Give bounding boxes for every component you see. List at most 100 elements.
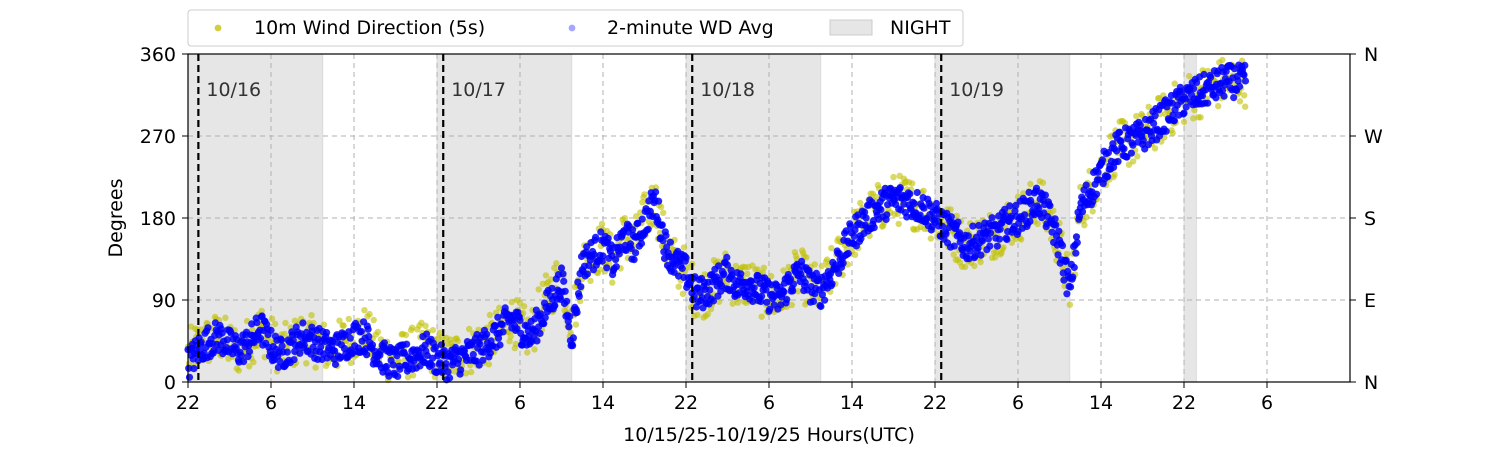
wd-point xyxy=(1215,102,1222,110)
avg-point xyxy=(637,239,646,248)
wd-point xyxy=(729,300,736,307)
wd-point xyxy=(977,258,984,266)
avg-point xyxy=(218,329,226,337)
avg-point xyxy=(1072,249,1080,257)
wd-point xyxy=(961,263,969,271)
series-layer xyxy=(184,56,1250,384)
wd-point xyxy=(1017,236,1025,243)
avg-point xyxy=(1003,235,1011,244)
avg-point xyxy=(627,244,635,252)
avg-point xyxy=(947,213,955,221)
avg-point xyxy=(536,329,544,337)
x-tick-label: 6 xyxy=(514,392,526,414)
avg-point xyxy=(245,347,254,356)
avg-point xyxy=(903,213,911,221)
legend-night-swatch xyxy=(829,19,873,36)
wd-point xyxy=(660,209,667,216)
avg-point xyxy=(1129,141,1137,149)
avg-point xyxy=(1062,256,1070,264)
avg-point xyxy=(1006,202,1014,210)
avg-point xyxy=(557,264,566,272)
wd-point xyxy=(760,264,767,271)
avg-point xyxy=(385,372,393,380)
avg-point xyxy=(1041,191,1049,199)
avg-point xyxy=(978,237,987,245)
wd-point xyxy=(818,262,826,270)
avg-point xyxy=(896,184,904,192)
avg-point xyxy=(240,358,248,366)
avg-point xyxy=(365,332,373,341)
avg-point xyxy=(592,233,600,241)
wd-point xyxy=(1020,190,1027,197)
wd-point xyxy=(1242,103,1249,110)
avg-point xyxy=(1052,221,1060,229)
legend-marker-1 xyxy=(568,24,576,32)
wd-point xyxy=(496,304,503,311)
avg-point xyxy=(1127,149,1135,157)
x-tick-label: 6 xyxy=(1012,392,1024,414)
avg-point xyxy=(971,252,979,260)
avg-point xyxy=(1078,208,1087,216)
wd-point xyxy=(639,199,646,206)
avg-point xyxy=(267,326,275,334)
avg-point xyxy=(996,225,1004,233)
wd-point xyxy=(422,322,429,329)
avg-point xyxy=(257,334,265,342)
avg-point xyxy=(331,360,340,368)
avg-point xyxy=(197,338,205,346)
avg-point xyxy=(1113,147,1121,155)
avg-point xyxy=(1200,70,1208,79)
wd-point xyxy=(890,173,897,181)
avg-point xyxy=(396,365,404,373)
avg-point xyxy=(612,256,620,264)
avg-point xyxy=(737,270,745,278)
wd-point xyxy=(971,262,978,270)
x-tick-label: 6 xyxy=(265,392,277,414)
avg-point xyxy=(883,211,891,219)
avg-point xyxy=(253,319,261,327)
wd-point xyxy=(992,254,999,261)
avg-point xyxy=(237,352,245,360)
avg-point xyxy=(1001,205,1009,213)
avg-point xyxy=(1139,136,1147,144)
avg-point xyxy=(1136,121,1144,129)
wd-point xyxy=(744,270,751,277)
avg-point xyxy=(1182,103,1190,111)
wd-point xyxy=(303,360,310,367)
wd-point xyxy=(950,251,957,258)
avg-point xyxy=(185,364,193,372)
avg-point xyxy=(1120,145,1128,153)
avg-point xyxy=(706,286,714,294)
wd-point xyxy=(1190,115,1197,122)
wd-point xyxy=(507,333,514,340)
wd-point xyxy=(1197,114,1204,121)
avg-point xyxy=(423,330,431,338)
wd-point xyxy=(767,272,775,280)
wd-point xyxy=(345,315,352,323)
y-axis-label: Degrees xyxy=(105,178,127,257)
avg-point xyxy=(299,319,307,327)
avg-point xyxy=(671,262,679,270)
legend: 10m Wind Direction (5s) 2-minute WD Avg NI… xyxy=(187,9,964,47)
wd-point xyxy=(641,191,648,198)
avg-point xyxy=(993,242,1001,250)
x-tick-label: 22 xyxy=(923,392,947,414)
avg-point xyxy=(394,372,402,380)
avg-point xyxy=(763,298,771,306)
avg-point xyxy=(551,302,559,310)
avg-point xyxy=(548,284,556,292)
legend-label-1: 2-minute WD Avg xyxy=(607,17,774,39)
wd-point xyxy=(235,367,242,374)
avg-point xyxy=(666,238,675,246)
avg-point xyxy=(1207,73,1215,81)
avg-point xyxy=(913,188,921,197)
avg-point xyxy=(499,328,507,336)
wd-point xyxy=(535,286,542,293)
avg-point xyxy=(1063,290,1071,298)
avg-point xyxy=(988,214,996,222)
avg-point xyxy=(977,251,985,259)
y-tick-label: 180 xyxy=(140,208,176,230)
avg-point xyxy=(1069,273,1077,281)
avg-point xyxy=(599,252,607,260)
avg-point xyxy=(340,344,348,352)
